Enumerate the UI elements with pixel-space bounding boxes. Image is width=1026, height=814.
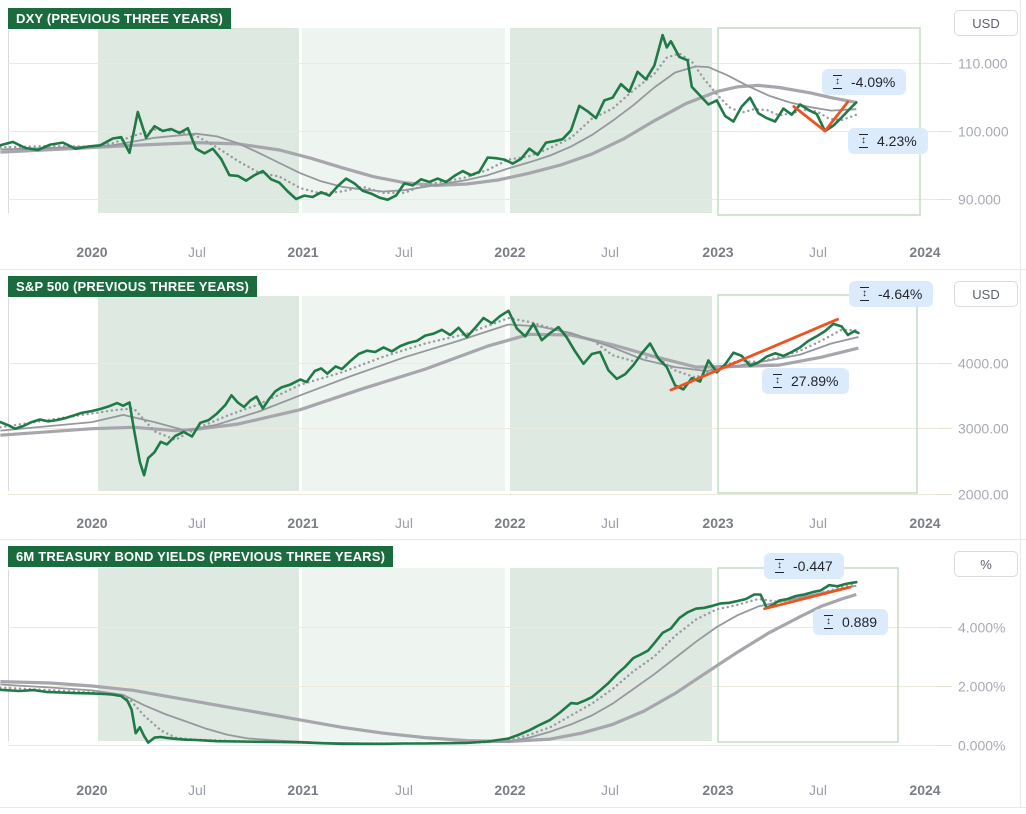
x-axis-label: Jul xyxy=(188,515,206,531)
series-ma-dotted xyxy=(0,52,858,195)
y-axis-label: 100.000 xyxy=(958,123,1009,140)
trendline xyxy=(792,100,850,133)
x-axis-label: Jul xyxy=(601,515,619,531)
x-axis-label: 2024 xyxy=(909,782,941,798)
x-axis-label: Jul xyxy=(395,244,413,260)
measure-range-icon: ↕ xyxy=(859,134,868,148)
measurement-badge[interactable]: ↕ 0.889 xyxy=(813,609,889,635)
x-axis-label: 2022 xyxy=(494,782,526,798)
series-price xyxy=(0,309,860,477)
highlight-band xyxy=(510,568,712,741)
measurement-value: 0.889 xyxy=(842,614,878,630)
highlight-band xyxy=(302,568,505,741)
measurement-value: -4.64% xyxy=(878,286,923,302)
measurement-badge[interactable]: ↕ 27.89% xyxy=(762,368,850,394)
x-axis-label: Jul xyxy=(809,782,827,798)
unit-chip-spx[interactable]: USD xyxy=(954,281,1018,307)
y-axis-label: 3000.00 xyxy=(958,420,1009,437)
unit-chip-treasury[interactable]: % xyxy=(954,551,1018,577)
x-axis-label: Jul xyxy=(395,515,413,531)
x-axis-label: Jul xyxy=(809,244,827,260)
measurement-badge[interactable]: ↕ -4.64% xyxy=(849,281,934,307)
highlight-band xyxy=(98,28,299,213)
x-axis-label: 2020 xyxy=(76,244,108,260)
measurement-badge[interactable]: ↕ 4.23% xyxy=(848,128,928,154)
y-axis-label: 110.000 xyxy=(958,55,1008,72)
highlight-band xyxy=(302,296,505,491)
measurement-value: -4.09% xyxy=(851,74,896,90)
highlight-band xyxy=(510,28,712,213)
measurement-value: 4.23% xyxy=(877,133,917,149)
measure-range-icon: ↕ xyxy=(824,615,833,629)
selection-box xyxy=(717,27,921,216)
series-price xyxy=(0,33,858,201)
measurement-value: -0.447 xyxy=(793,558,833,574)
x-axis-label: 2021 xyxy=(287,244,319,260)
y-axis-label: 2.000% xyxy=(958,678,1006,695)
measure-range-icon: ↕ xyxy=(860,287,869,301)
x-axis-label: 2021 xyxy=(287,515,319,531)
x-axis-label: 2022 xyxy=(494,515,526,531)
pane-title-dxy: DXY (PREVIOUS THREE YEARS) xyxy=(8,8,231,29)
x-axis-label: 2024 xyxy=(909,515,941,531)
x-axis-label: 2023 xyxy=(702,782,734,798)
x-axis-label: 2022 xyxy=(494,244,526,260)
series-price xyxy=(0,580,858,746)
y-axis-label: 2000.00 xyxy=(958,486,1009,503)
selection-box xyxy=(717,294,918,494)
highlight-band xyxy=(510,296,712,491)
series-ma-fast xyxy=(0,584,857,745)
x-axis-label: Jul xyxy=(809,515,827,531)
measurement-badge[interactable]: ↕ -0.447 xyxy=(764,553,844,579)
y-axis-label: 0.000% xyxy=(958,737,1006,754)
trendline xyxy=(669,317,839,392)
x-axis-label: 2023 xyxy=(702,244,734,260)
x-axis-label: 2020 xyxy=(76,515,108,531)
measurement-badge[interactable]: ↕ -4.09% xyxy=(822,69,907,95)
trendline xyxy=(763,585,852,611)
x-axis-label: Jul xyxy=(188,782,206,798)
series-ma-slow xyxy=(0,83,857,187)
x-axis-label: Jul xyxy=(395,782,413,798)
y-axis-label: 4000.00 xyxy=(958,355,1009,372)
unit-chip-dxy[interactable]: USD xyxy=(954,10,1018,36)
x-axis-label: Jul xyxy=(601,782,619,798)
y-axis-label: 4.000% xyxy=(958,619,1006,636)
highlight-band xyxy=(98,296,299,491)
measure-range-icon: ↕ xyxy=(775,559,784,573)
pane-title-spx: S&P 500 (PREVIOUS THREE YEARS) xyxy=(8,276,258,297)
x-axis-label: 2020 xyxy=(76,782,108,798)
x-axis-label: Jul xyxy=(188,244,206,260)
y-axis-label: 90.000 xyxy=(958,191,1001,208)
x-axis-label: 2021 xyxy=(287,782,319,798)
series-ma-fast xyxy=(0,65,857,193)
measure-range-icon: ↕ xyxy=(833,75,842,89)
measure-range-icon: ↕ xyxy=(773,374,782,388)
x-axis-label: Jul xyxy=(601,244,619,260)
pane-title-treasury: 6M TREASURY BOND YIELDS (PREVIOUS THREE … xyxy=(8,546,394,567)
x-axis-label: 2023 xyxy=(702,515,734,531)
x-axis-label: 2024 xyxy=(909,244,941,260)
measurement-value: 27.89% xyxy=(791,373,839,389)
